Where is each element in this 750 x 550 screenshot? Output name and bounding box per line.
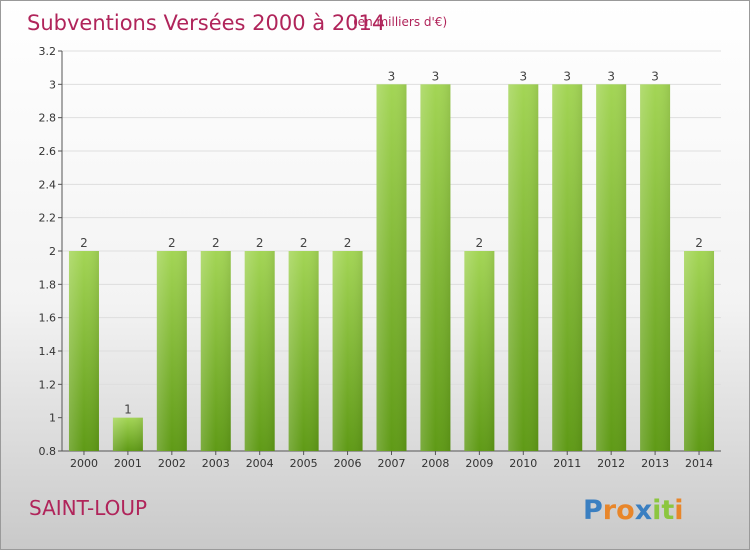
y-tick-label: 1: [49, 412, 56, 425]
bar-shade: [200, 251, 231, 451]
logo-letter: r: [603, 495, 617, 526]
data-label: 2: [344, 236, 352, 250]
bar-shade: [68, 251, 99, 451]
y-tick-label: 0.8: [39, 445, 57, 458]
data-label: 2: [212, 236, 220, 250]
bar-2010: [508, 84, 539, 451]
y-tick-label: 2.2: [39, 212, 57, 225]
data-label: 3: [563, 69, 571, 83]
logo-letter: P: [583, 495, 603, 526]
y-axis-ticks: 0.8 1 1.2 1.4 1.6 1.8 2 2.2 2.4 2.6 2.8 3 3.2: [39, 45, 62, 458]
bar-2004: [244, 251, 275, 451]
bar-shade: [332, 251, 363, 451]
x-tick-label: 2011: [553, 457, 581, 470]
bar-2007: [376, 84, 407, 451]
bar-2011: [552, 84, 583, 451]
data-label: 3: [519, 69, 527, 83]
bar-2006: [332, 251, 363, 451]
bar-shade: [288, 251, 319, 451]
y-tick-label: 3: [49, 78, 56, 91]
chart-title: Subventions Versées 2000 à 2014: [27, 11, 385, 35]
bar-shade: [156, 251, 187, 451]
data-labels: 2 1 2 2 2 2 2 3 3 2 3 3 3 3 2: [80, 69, 703, 416]
x-tick-label: 2000: [70, 457, 98, 470]
data-label: 3: [651, 69, 659, 83]
x-tick-label: 2007: [378, 457, 406, 470]
bar-2012: [596, 84, 627, 451]
data-label: 2: [476, 236, 484, 250]
x-tick-label: 2014: [685, 457, 713, 470]
y-tick-label: 1.2: [39, 378, 57, 391]
y-tick-label: 1.6: [39, 312, 57, 325]
x-tick-label: 2009: [465, 457, 493, 470]
data-label: 3: [607, 69, 615, 83]
bar-2001: [112, 417, 143, 451]
bar-shade: [684, 251, 715, 451]
x-tick-label: 2004: [246, 457, 274, 470]
bar-shade: [376, 84, 407, 451]
bar-2002: [156, 251, 187, 451]
bar-2003: [200, 251, 231, 451]
x-tick-label: 2006: [334, 457, 362, 470]
bars: [68, 84, 715, 451]
x-tick-label: 2012: [597, 457, 625, 470]
logo-letter: i: [652, 495, 661, 526]
bar-2009: [464, 251, 495, 451]
y-tick-label: 2.8: [39, 112, 57, 125]
x-tick-label: 2003: [202, 457, 230, 470]
data-label: 3: [432, 69, 440, 83]
bar-2013: [640, 84, 671, 451]
data-label: 2: [300, 236, 308, 250]
data-label: 2: [168, 236, 176, 250]
bar-2000: [68, 251, 99, 451]
place-name: SAINT-LOUP: [29, 496, 147, 520]
bar-2014: [684, 251, 715, 451]
data-label: 2: [256, 236, 264, 250]
y-tick-label: 2: [49, 245, 56, 258]
bar-shade: [596, 84, 627, 451]
bar-2008: [420, 84, 451, 451]
bar-shade: [420, 84, 451, 451]
data-label: 2: [695, 236, 703, 250]
proxiti-logo: Proxiti: [583, 495, 684, 526]
x-tick-label: 2010: [509, 457, 537, 470]
x-tick-label: 2013: [641, 457, 669, 470]
x-tick-label: 2005: [290, 457, 318, 470]
bar-shade: [112, 417, 143, 451]
data-label: 1: [124, 403, 132, 417]
y-tick-label: 2.4: [39, 178, 57, 191]
bar-2005: [288, 251, 319, 451]
logo-letter: o: [616, 495, 635, 526]
y-tick-label: 2.6: [39, 145, 57, 158]
bar-shade: [552, 84, 583, 451]
y-tick-label: 1.4: [39, 345, 57, 358]
logo-letter: t: [661, 495, 674, 526]
y-tick-label: 3.2: [39, 45, 57, 58]
logo-letter: x: [635, 495, 652, 526]
chart-subtitle: (en milliers d'€): [353, 15, 447, 29]
y-tick-label: 1.8: [39, 278, 57, 291]
data-label: 2: [80, 236, 88, 250]
x-axis-ticks: 2000 2001 2002 2003 2004 2005 2006 2007 2008 2009…: [70, 451, 713, 470]
x-tick-label: 2001: [114, 457, 142, 470]
bar-shade: [508, 84, 539, 451]
bar-shade: [244, 251, 275, 451]
data-label: 3: [388, 69, 396, 83]
bar-shade: [464, 251, 495, 451]
bar-shade: [640, 84, 671, 451]
x-tick-label: 2008: [421, 457, 449, 470]
logo-letter: i: [674, 495, 683, 526]
x-tick-label: 2002: [158, 457, 186, 470]
